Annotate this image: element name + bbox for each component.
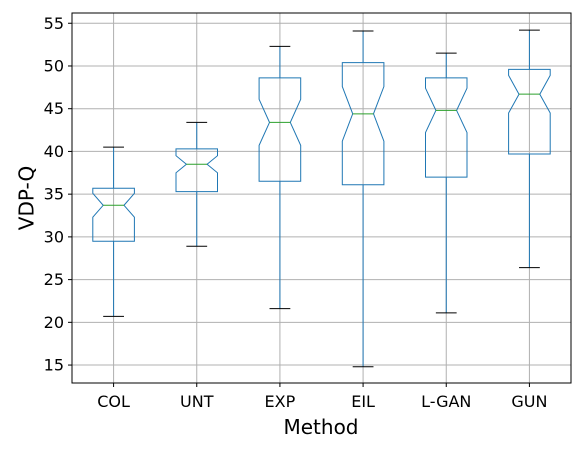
- x-axis-title: Method: [283, 415, 358, 439]
- x-tick-label: UNT: [180, 392, 214, 411]
- y-axis-title: VDP-Q: [15, 166, 39, 230]
- box-col: [92, 146, 135, 317]
- y-tick-label: 55: [44, 14, 64, 33]
- box-body: [508, 68, 551, 155]
- box-body: [425, 77, 468, 178]
- y-tick-label: 25: [44, 270, 64, 289]
- y-tick-label: 35: [44, 185, 64, 204]
- y-tick-label: 40: [44, 142, 64, 161]
- box-unt: [175, 121, 218, 247]
- box-l-gan: [425, 52, 468, 314]
- box-eil: [341, 30, 385, 368]
- box-body: [341, 62, 385, 186]
- x-tick-label: GUN: [511, 392, 547, 411]
- y-tick-label: 50: [44, 56, 64, 75]
- x-tick-label: COL: [97, 392, 130, 411]
- box-gun: [508, 29, 551, 269]
- box-exp: [258, 45, 302, 310]
- x-tick-label: EIL: [351, 392, 375, 411]
- y-tick-label: 30: [44, 227, 64, 246]
- grid-lines: [72, 13, 571, 383]
- y-axis: 15 20 25 30 35 40 45 50 55: [44, 14, 72, 375]
- boxes-layer: [92, 29, 551, 368]
- y-tick-label: 20: [44, 313, 64, 332]
- box-body: [92, 187, 135, 242]
- y-tick-label: 45: [44, 99, 64, 118]
- box-body: [258, 77, 302, 182]
- plot-frame: [71, 12, 572, 384]
- x-tick-label: L-GAN: [421, 392, 471, 411]
- x-tick-label: EXP: [265, 392, 296, 411]
- x-axis: COL UNT EXP EIL L-GAN GUN: [97, 383, 547, 411]
- y-tick-label: 15: [44, 356, 64, 375]
- box-body: [175, 148, 218, 193]
